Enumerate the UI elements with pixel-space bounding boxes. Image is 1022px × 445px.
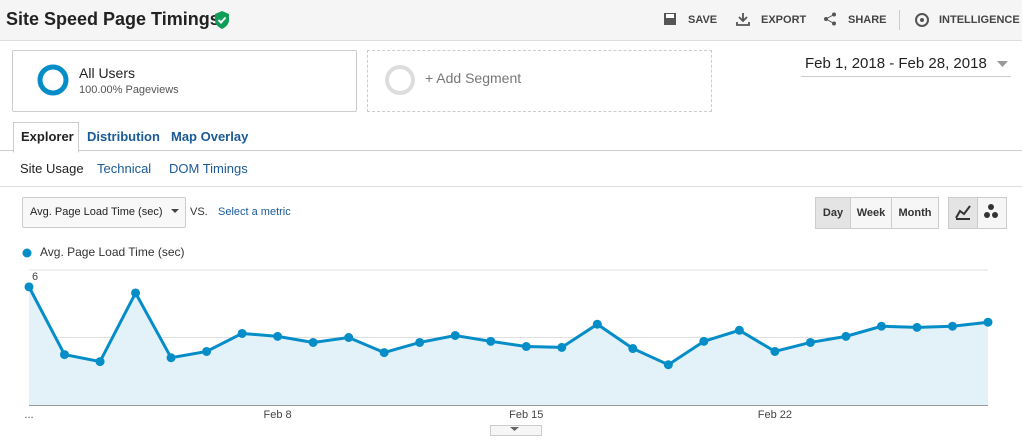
area	[29, 286, 988, 405]
point	[734, 325, 744, 335]
point	[486, 336, 496, 346]
intelligence-button[interactable]: INTELLIGENCE	[939, 14, 1020, 26]
point	[841, 331, 851, 341]
segment-card[interactable]	[12, 50, 357, 112]
add-segment[interactable]: + Add Segment	[425, 70, 522, 86]
segment-icon	[37, 64, 69, 96]
point	[379, 348, 389, 358]
subtab[interactable]: Technical	[97, 161, 152, 176]
legend-label: Avg. Page Load Time (sec)	[40, 245, 185, 259]
point	[557, 342, 567, 352]
share-button[interactable]: SHARE	[848, 14, 887, 26]
point	[24, 282, 34, 292]
y-tick-label: 6	[32, 271, 38, 283]
point	[344, 333, 354, 342]
subtab[interactable]: DOM Timings	[169, 161, 248, 176]
tab[interactable]: Map Overlay	[171, 129, 249, 144]
tab[interactable]: Distribution	[87, 129, 160, 144]
active-tab	[13, 122, 79, 153]
page-title: Site Speed Page Timings	[6, 9, 220, 29]
share-icon	[824, 12, 836, 26]
point	[131, 288, 141, 298]
point	[770, 346, 780, 356]
tab[interactable]: Explorer	[21, 129, 74, 144]
chart-toggle[interactable]	[490, 425, 542, 436]
period-button[interactable]: Day	[815, 197, 851, 229]
vs-label: VS.	[190, 206, 208, 218]
intelligence-icon	[915, 13, 929, 27]
date-picker[interactable]	[801, 54, 1011, 77]
point	[699, 336, 709, 346]
point	[450, 330, 460, 340]
tab-rule	[0, 150, 1022, 151]
add-segment-card[interactable]	[367, 50, 712, 112]
point	[983, 317, 993, 327]
point	[95, 357, 105, 367]
save-icon	[664, 13, 676, 25]
toggle-caret	[510, 427, 519, 431]
point	[592, 319, 602, 329]
legend-marker	[22, 248, 32, 258]
point	[415, 337, 425, 347]
point	[521, 342, 531, 351]
point	[273, 331, 283, 341]
add-segment-icon	[385, 65, 415, 95]
divider	[899, 10, 900, 30]
x-tick-label: Feb 15	[509, 409, 543, 421]
point	[805, 337, 815, 347]
point	[628, 344, 638, 354]
select-metric[interactable]: Select a metric	[218, 206, 291, 218]
point	[308, 337, 318, 347]
period-button[interactable]: Week	[850, 197, 892, 229]
point	[663, 360, 673, 370]
header	[0, 0, 1022, 41]
dropdown-caret	[171, 209, 179, 213]
save-button[interactable]: SAVE	[688, 14, 718, 26]
x-tick-label: Feb 8	[264, 409, 292, 421]
metric-dropdown[interactable]	[22, 197, 186, 228]
motion-view-button[interactable]	[977, 197, 1007, 229]
segment-name: All Users	[79, 65, 136, 81]
export-button[interactable]: EXPORT	[761, 14, 807, 26]
segment-detail: 100.00% Pageviews	[79, 84, 179, 96]
date-caret	[997, 61, 1008, 67]
line	[27, 286, 989, 367]
line-icon	[955, 205, 971, 220]
x-tick-label: ...	[24, 409, 33, 421]
subtab[interactable]: Site Usage	[20, 161, 84, 176]
date-range: Feb 1, 2018 - Feb 28, 2018	[805, 55, 987, 72]
period-button[interactable]: Month	[891, 197, 939, 229]
motion-icon	[984, 204, 998, 218]
point	[60, 350, 70, 360]
point	[912, 322, 922, 332]
subtab-rule	[0, 186, 1022, 187]
point	[202, 346, 212, 356]
export-icon	[736, 13, 750, 26]
verified-icon	[215, 11, 229, 29]
point	[947, 321, 957, 331]
x-tick-label: Feb 22	[758, 409, 792, 421]
point	[237, 328, 247, 338]
metric: Avg. Page Load Time (sec)	[30, 206, 163, 218]
point	[876, 321, 886, 331]
point	[166, 353, 176, 363]
